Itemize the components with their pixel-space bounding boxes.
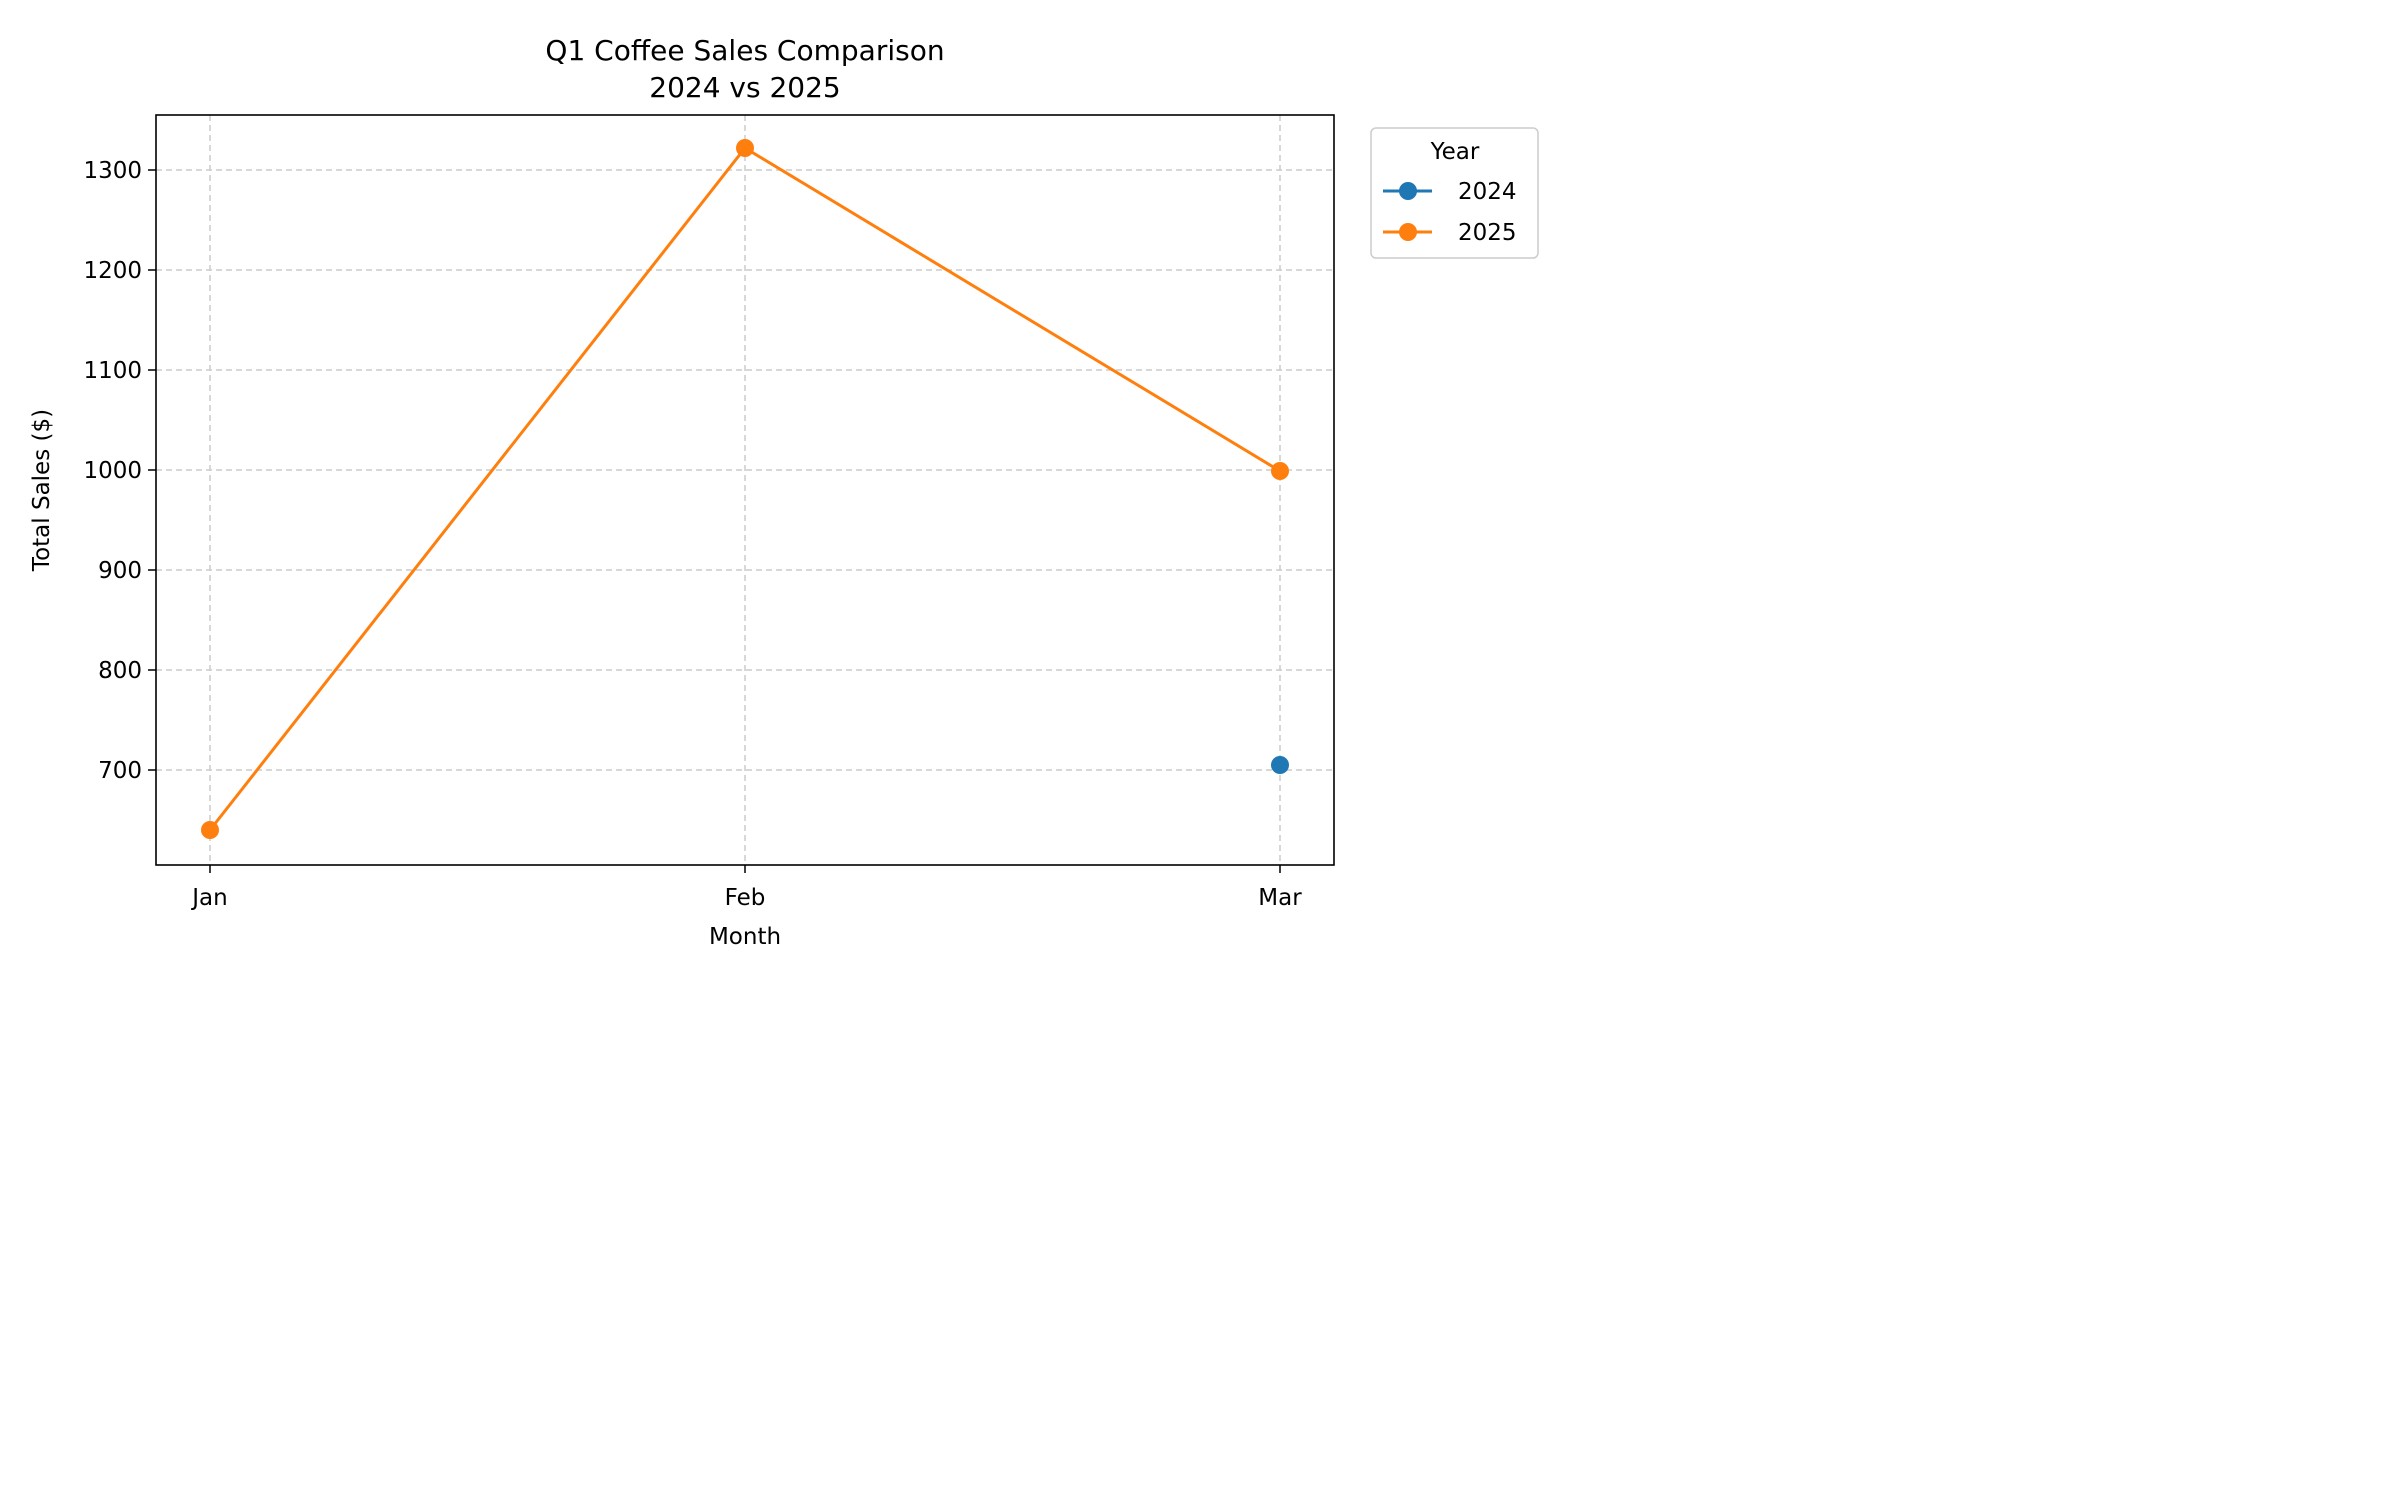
data-point: [1271, 462, 1289, 480]
x-axis: Jan Feb Mar: [190, 865, 1302, 911]
y-tick-label: 1000: [83, 458, 142, 484]
series-2025: [201, 139, 1289, 839]
legend-title: Year: [1430, 139, 1480, 165]
data-point: [201, 821, 219, 839]
y-axis-label: Total Sales ($): [29, 409, 55, 572]
x-axis-label: Month: [709, 924, 781, 950]
y-axis: 700 800 900 1000 1100 1200 1300: [83, 158, 156, 784]
y-tick-label: 1300: [83, 158, 142, 184]
legend-marker: [1399, 182, 1417, 200]
legend-label: 2024: [1458, 179, 1517, 205]
y-tick-label: 900: [98, 558, 142, 584]
legend-label: 2025: [1458, 220, 1517, 246]
chart-subtitle: 2024 vs 2025: [649, 71, 840, 104]
chart-title: Q1 Coffee Sales Comparison: [545, 34, 944, 67]
y-tick-label: 700: [98, 758, 142, 784]
legend: Year 2024 2025: [1370, 127, 1539, 259]
x-tick-label: Mar: [1258, 885, 1302, 911]
x-tick-label: Feb: [725, 885, 766, 911]
grid: [156, 115, 1334, 865]
series-2024: [1271, 756, 1289, 774]
legend-marker: [1399, 223, 1417, 241]
data-point: [1271, 756, 1289, 774]
data-point: [736, 139, 754, 157]
series-layer: [201, 139, 1289, 839]
y-tick-label: 1100: [83, 358, 142, 384]
y-tick-label: 1200: [83, 258, 142, 284]
line-chart: Q1 Coffee Sales Comparison 2024 vs 2025 …: [29, 34, 1539, 950]
x-tick-label: Jan: [190, 885, 227, 911]
y-tick-label: 800: [98, 658, 142, 684]
